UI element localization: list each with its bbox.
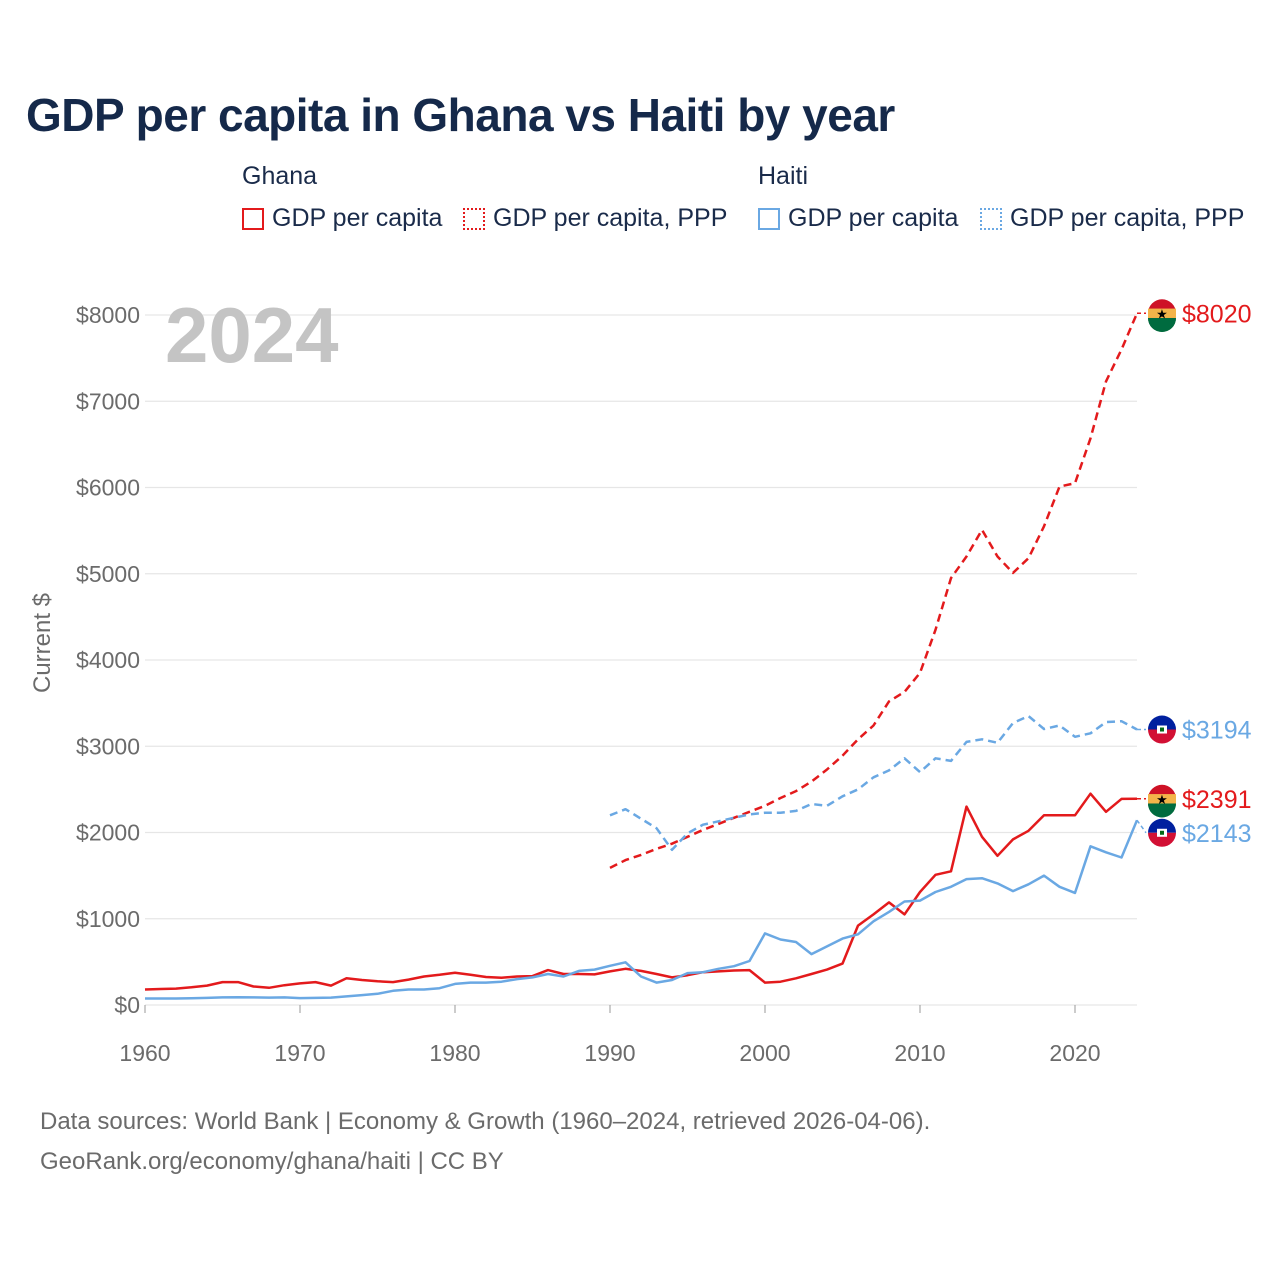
y-tick-label: $5000 — [76, 561, 140, 587]
legend-swatch-dotted-blue — [980, 207, 1002, 230]
end-connector — [1136, 819, 1147, 834]
legend-swatch-solid-red — [242, 207, 264, 230]
haiti-flag-icon — [1148, 818, 1176, 847]
series-line-haiti-gdp-per-capita-ppp[interactable] — [609, 714, 1138, 852]
svg-text:★: ★ — [1156, 306, 1168, 321]
legend-swatch-solid-blue — [758, 207, 780, 230]
legend-label: GDP per capita — [788, 204, 959, 232]
x-tick-label: 2000 — [739, 1040, 790, 1066]
end-value-label: $2143 — [1182, 820, 1252, 848]
legend-label: GDP per capita — [272, 204, 443, 232]
y-tick-label: $3000 — [76, 733, 140, 759]
x-tick-label: 1960 — [119, 1040, 170, 1066]
ghana-flag-icon: ★ — [1148, 784, 1176, 818]
footer-sources: Data sources: World Bank | Economy & Gro… — [40, 1108, 931, 1135]
legend-label: GDP per capita, PPP — [1010, 204, 1245, 232]
x-tick-label: 1970 — [274, 1040, 325, 1066]
line-chart: 2024 $0 $1000 $2000 $3000 $4000 $5000 $6000 $70… — [29, 291, 1252, 1066]
axes: $0 $1000 $2000 $3000 $4000 $5000 $6000 $7000 $80… — [76, 302, 1101, 1066]
y-tick-label: $8000 — [76, 302, 140, 328]
y-tick-label: $4000 — [76, 647, 140, 673]
end-value-label: $3194 — [1182, 717, 1252, 745]
legend-group-title-haiti: Haiti — [758, 162, 809, 190]
legend-item-ghana-gdp[interactable]: GDP per capita — [242, 204, 442, 233]
end-value-label: $2391 — [1182, 786, 1252, 814]
svg-text:★: ★ — [1156, 792, 1168, 807]
haiti-flag-icon — [1148, 715, 1176, 744]
grid-lines — [145, 314, 1137, 1006]
end-markers: ★ $8020 $3194 ★ $2391 $2143 — [1136, 299, 1252, 848]
end-value-label: $8020 — [1182, 300, 1252, 328]
series-line-haiti-gdp-per-capita[interactable] — [145, 819, 1139, 1000]
legend-item-haiti-gdp[interactable]: GDP per capita — [758, 204, 958, 233]
year-label: 2024 — [165, 291, 339, 379]
legend-swatch-dotted-red — [463, 207, 485, 230]
ghana-flag-icon: ★ — [1148, 299, 1176, 332]
legend-item-haiti-gdp-ppp[interactable]: GDP per capita, PPP — [980, 204, 1244, 233]
y-tick-label: $1000 — [76, 906, 140, 932]
series-line-ghana-gdp-per-capita[interactable] — [144, 792, 1138, 991]
y-tick-label: $0 — [114, 992, 140, 1018]
x-tick-label: 2020 — [1049, 1040, 1100, 1066]
legend-item-ghana-gdp-ppp[interactable]: GDP per capita, PPP — [463, 204, 727, 233]
legend-label: GDP per capita, PPP — [493, 204, 728, 232]
y-tick-label: $7000 — [76, 388, 140, 414]
y-axis-title: Current $ — [29, 593, 56, 693]
series-lines — [144, 312, 1139, 1000]
legend-group-title-ghana: Ghana — [242, 162, 318, 190]
series-line-ghana-gdp-per-capita-ppp[interactable] — [609, 312, 1139, 870]
chart-title: GDP per capita in Ghana vs Haiti by year — [26, 89, 895, 141]
x-tick-label: 1980 — [429, 1040, 480, 1066]
x-tick-label: 1990 — [584, 1040, 635, 1066]
y-tick-label: $6000 — [76, 475, 140, 501]
x-tick-label: 2010 — [894, 1040, 945, 1066]
y-tick-label: $2000 — [76, 820, 140, 846]
footer-credit[interactable]: GeoRank.org/economy/ghana/haiti | CC BY — [40, 1148, 504, 1175]
